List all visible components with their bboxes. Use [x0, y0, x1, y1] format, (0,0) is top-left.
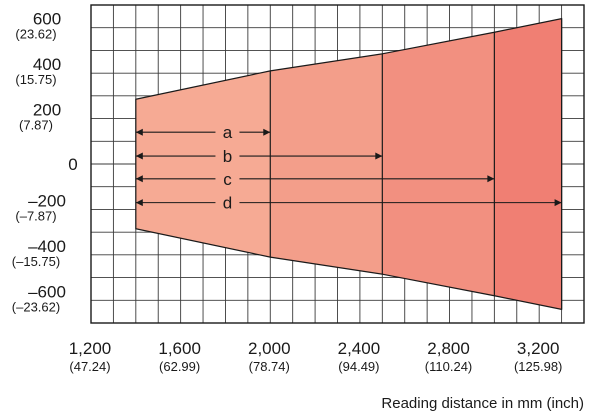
x-tick-sublabel: (94.49) — [338, 359, 379, 374]
plot-frame — [90, 4, 585, 324]
x-tick-label: 1,600 — [158, 339, 201, 358]
range-label-b: b — [223, 147, 232, 166]
plot-border — [90, 4, 585, 324]
y-tick-sublabel: (–15.75) — [12, 254, 60, 269]
x-tick-label: 1,200 — [69, 339, 112, 358]
range-label-d: d — [223, 194, 232, 213]
y-tick-sublabel: (–23.62) — [12, 299, 60, 314]
y-axis-ticks: 600(23.62) 400(15.75) 200(7.87) 0–200(–7.87… — [12, 10, 78, 315]
x-tick-label: 3,200 — [517, 339, 560, 358]
arrowhead-right-b — [375, 152, 383, 160]
x-axis-label: Reading distance in mm (inch) — [381, 395, 584, 412]
y-tick-label: –200 — [28, 191, 66, 210]
y-tick-sublabel: (7.87) — [19, 118, 53, 133]
range-label-a: a — [223, 123, 233, 142]
range-zone-a — [135, 70, 271, 258]
y-tick-label: –600 — [28, 282, 66, 301]
range-zone-c — [382, 32, 495, 296]
arrowhead-left-c — [135, 175, 143, 183]
y-tick-label: 600 — [33, 10, 61, 29]
y-tick-sublabel: (15.75) — [15, 72, 56, 87]
range-zone-b — [270, 53, 383, 275]
y-tick-sublabel: (–7.87) — [15, 208, 56, 223]
x-tick-label: 2,000 — [248, 339, 291, 358]
x-tick-label: 2,800 — [427, 339, 470, 358]
arrowhead-left-b — [135, 152, 143, 160]
arrowhead-right-a — [263, 128, 271, 136]
x-tick-label: 2,400 — [338, 339, 381, 358]
arrowhead-left-a — [135, 128, 143, 136]
x-tick-sublabel: (125.98) — [514, 359, 562, 374]
arrowhead-left-d — [135, 199, 143, 207]
x-axis-ticks: 1,200(47.24) 1,600(62.99) 2,000(78.74) 2,40… — [69, 339, 563, 374]
range-dividers — [269, 18, 563, 310]
y-tick-sublabel: (23.62) — [15, 27, 56, 42]
arrowhead-right-c — [487, 175, 495, 183]
x-tick-sublabel: (110.24) — [425, 359, 472, 374]
arrowhead-right-d — [554, 199, 562, 207]
x-tick-sublabel: (47.24) — [69, 359, 110, 374]
x-tick-sublabel: (62.99) — [159, 359, 200, 374]
x-tick-sublabel: (78.74) — [249, 359, 290, 374]
y-tick-label: –400 — [28, 237, 66, 256]
range-label-c: c — [223, 170, 232, 189]
range-zone-d — [494, 18, 562, 310]
y-tick-label: 0 — [68, 155, 77, 174]
y-tick-label: 200 — [33, 101, 61, 120]
y-tick-label: 400 — [33, 55, 61, 74]
range-zones — [135, 17, 563, 311]
